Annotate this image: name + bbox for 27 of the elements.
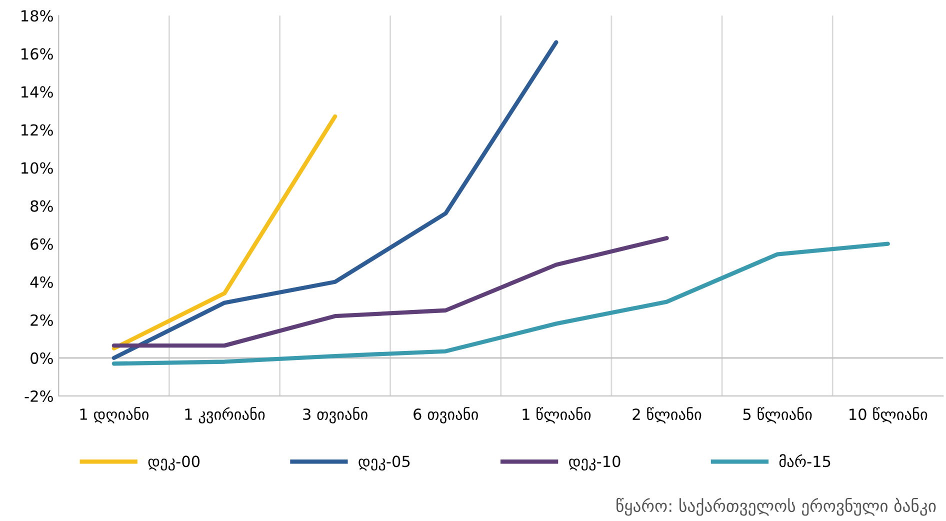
- line-series: [112, 242, 890, 366]
- line-series: [112, 236, 669, 348]
- legend-label: მარ-15: [779, 454, 830, 468]
- legend-label: დეკ-00: [148, 456, 200, 471]
- x-tick-label: 10 წლიანი: [850, 407, 928, 424]
- y-tick-label: 6%: [30, 238, 53, 250]
- y-tick-label: 18%: [22, 10, 53, 22]
- legend-label: დეკ-05: [358, 456, 410, 471]
- y-tick-label: 8%: [30, 200, 53, 212]
- x-tick-label: 2 წლიანი: [632, 407, 702, 424]
- x-tick-label: 6 თვიანი: [414, 407, 478, 424]
- line-series: [112, 40, 558, 360]
- y-tick-label: -2%: [24, 390, 53, 402]
- y-tick-label: 10%: [22, 162, 53, 174]
- x-tick-label: 1 კვირიანი: [185, 407, 265, 424]
- text: წყარო: საქართველოს ეროვნული ბანკი: [616, 498, 936, 516]
- y-tick-label: 4%: [30, 276, 53, 288]
- x-tick-label: 5 წლიანი: [743, 407, 812, 424]
- y-tick-label: 2%: [30, 314, 53, 326]
- y-tick-label: 14%: [22, 86, 53, 98]
- y-tick-label: 16%: [22, 48, 53, 60]
- x-tick-label: 1 დღიანი: [80, 407, 149, 424]
- x-tick-label: 1 წლიანი: [522, 407, 591, 424]
- x-tick-label: 3 თვიანი: [303, 407, 368, 424]
- y-tick-label: 12%: [22, 124, 53, 136]
- legend-label: დეკ-10: [569, 456, 620, 471]
- y-tick-label: 0%: [30, 352, 53, 364]
